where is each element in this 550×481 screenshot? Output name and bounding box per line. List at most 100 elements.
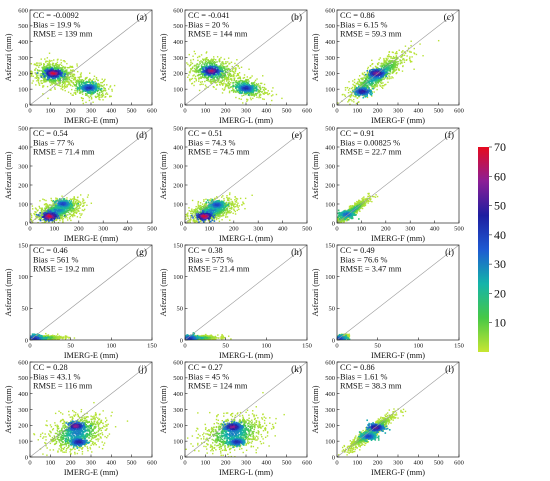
data-point	[205, 71, 208, 73]
data-point	[77, 209, 80, 212]
data-point	[92, 101, 94, 103]
data-point	[191, 83, 193, 85]
data-point	[386, 59, 389, 61]
x-axis-label: IMERG-L (mm)	[219, 116, 273, 125]
data-point	[379, 80, 381, 82]
data-point	[48, 61, 50, 63]
data-point	[59, 78, 61, 81]
data-point	[237, 84, 239, 86]
data-point	[220, 81, 223, 84]
data-point	[390, 77, 392, 80]
data-point	[94, 95, 97, 98]
data-point	[387, 69, 389, 71]
data-point	[189, 70, 192, 72]
data-point	[392, 69, 395, 71]
data-point	[383, 60, 385, 62]
data-point	[42, 73, 44, 75]
data-point	[84, 89, 86, 91]
data-point	[212, 78, 214, 80]
data-point	[381, 65, 384, 67]
data-point	[407, 47, 410, 49]
data-point	[56, 207, 58, 210]
data-point	[52, 68, 55, 70]
data-point	[384, 75, 386, 77]
data-point	[48, 220, 50, 222]
data-point	[202, 67, 204, 69]
data-point	[359, 89, 361, 91]
data-point	[200, 64, 203, 66]
data-point	[54, 76, 57, 79]
data-point	[60, 62, 63, 64]
data-point	[35, 75, 38, 77]
data-point	[262, 92, 264, 95]
data-point	[375, 71, 378, 74]
data-point	[230, 74, 233, 77]
data-point	[383, 68, 385, 71]
data-point	[226, 76, 229, 79]
data-point	[67, 67, 69, 69]
data-point	[353, 84, 355, 87]
data-point	[271, 90, 273, 92]
data-point	[54, 204, 56, 206]
data-point	[65, 72, 68, 74]
data-point	[64, 214, 66, 216]
data-point	[64, 212, 67, 214]
data-point	[86, 88, 89, 91]
data-point	[206, 73, 208, 76]
data-point	[366, 78, 368, 81]
data-point	[102, 99, 104, 101]
data-point	[400, 56, 402, 58]
data-point	[102, 80, 105, 83]
data-point	[222, 65, 225, 68]
data-point	[364, 95, 367, 98]
data-point	[215, 65, 217, 67]
data-point	[367, 84, 369, 86]
data-point	[75, 200, 77, 203]
data-point	[43, 221, 46, 223]
data-point	[232, 87, 234, 89]
data-point	[47, 76, 49, 78]
data-point	[35, 73, 38, 75]
data-point	[380, 76, 382, 78]
data-point	[54, 80, 56, 83]
data-point	[92, 89, 94, 92]
data-point	[74, 198, 76, 201]
data-point	[44, 214, 47, 216]
data-point	[63, 66, 65, 68]
data-point	[361, 94, 364, 96]
data-point	[217, 74, 219, 77]
data-point	[372, 79, 374, 82]
data-point	[86, 86, 89, 89]
data-point	[373, 71, 375, 74]
data-point	[219, 81, 221, 84]
data-point	[66, 211, 68, 213]
data-point	[41, 210, 43, 213]
data-point	[53, 213, 56, 216]
data-point	[74, 79, 76, 81]
data-point	[49, 60, 51, 62]
data-point	[222, 61, 224, 63]
y-tick-label: 500	[18, 23, 28, 30]
data-point	[366, 94, 368, 96]
data-point	[344, 86, 347, 89]
x-tick-label: 500	[127, 108, 137, 115]
data-point	[222, 76, 224, 78]
data-point	[238, 72, 241, 74]
data-point	[257, 89, 259, 91]
data-point	[361, 89, 363, 92]
data-point	[64, 78, 66, 80]
data-point	[387, 70, 389, 72]
data-point	[66, 72, 69, 74]
data-point	[245, 86, 248, 88]
data-point	[71, 66, 74, 69]
data-point	[61, 216, 64, 218]
data-point	[395, 55, 398, 57]
data-point	[379, 84, 381, 86]
data-point	[59, 214, 62, 216]
data-point	[42, 212, 45, 215]
data-point	[60, 70, 62, 73]
data-point	[42, 222, 44, 223]
data-point	[367, 86, 370, 88]
data-point	[346, 86, 349, 89]
data-point	[371, 63, 373, 66]
